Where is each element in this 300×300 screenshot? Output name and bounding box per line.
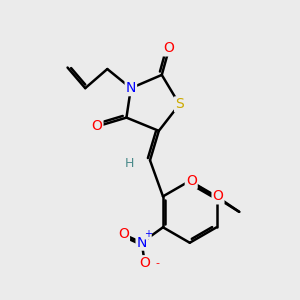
Text: O: O — [213, 189, 224, 203]
Text: H: H — [125, 157, 134, 170]
Text: S: S — [175, 98, 184, 111]
Text: -: - — [155, 258, 159, 268]
Text: O: O — [139, 256, 150, 270]
Text: O: O — [118, 227, 129, 242]
Text: O: O — [164, 41, 175, 56]
Text: N: N — [126, 81, 136, 95]
Text: +: + — [144, 230, 152, 239]
Text: O: O — [186, 174, 197, 188]
Text: O: O — [92, 119, 102, 134]
Text: N: N — [136, 236, 147, 250]
